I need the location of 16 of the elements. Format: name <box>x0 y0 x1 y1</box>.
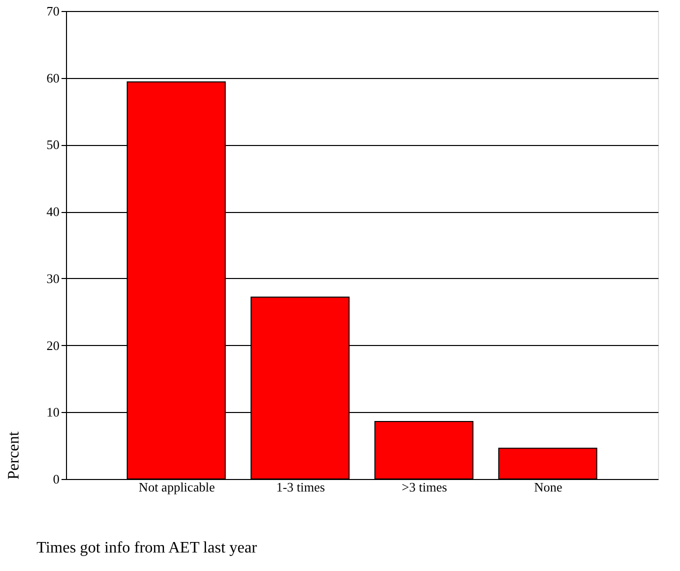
y-tick-label: 50 <box>46 137 60 152</box>
x-tick-label: >3 times <box>402 480 448 494</box>
x-tick-label: 1-3 times <box>276 480 325 494</box>
y-tick-label: 0 <box>53 472 60 486</box>
x-axis-title: Times got info from AET last year <box>36 540 258 556</box>
x-tick-label: Not applicable <box>138 480 216 494</box>
bar <box>498 448 598 480</box>
y-tick-label: 40 <box>46 204 60 220</box>
y-axis-title: Percent <box>6 430 22 480</box>
y-tick-label: 10 <box>46 404 60 420</box>
y-tick-label: 20 <box>46 338 60 353</box>
y-tick-label: 60 <box>46 70 60 86</box>
bar <box>374 421 474 480</box>
x-tick-label: None <box>534 480 563 494</box>
y-tick-label: 30 <box>46 270 60 286</box>
y-tick-label: 70 <box>46 4 60 18</box>
